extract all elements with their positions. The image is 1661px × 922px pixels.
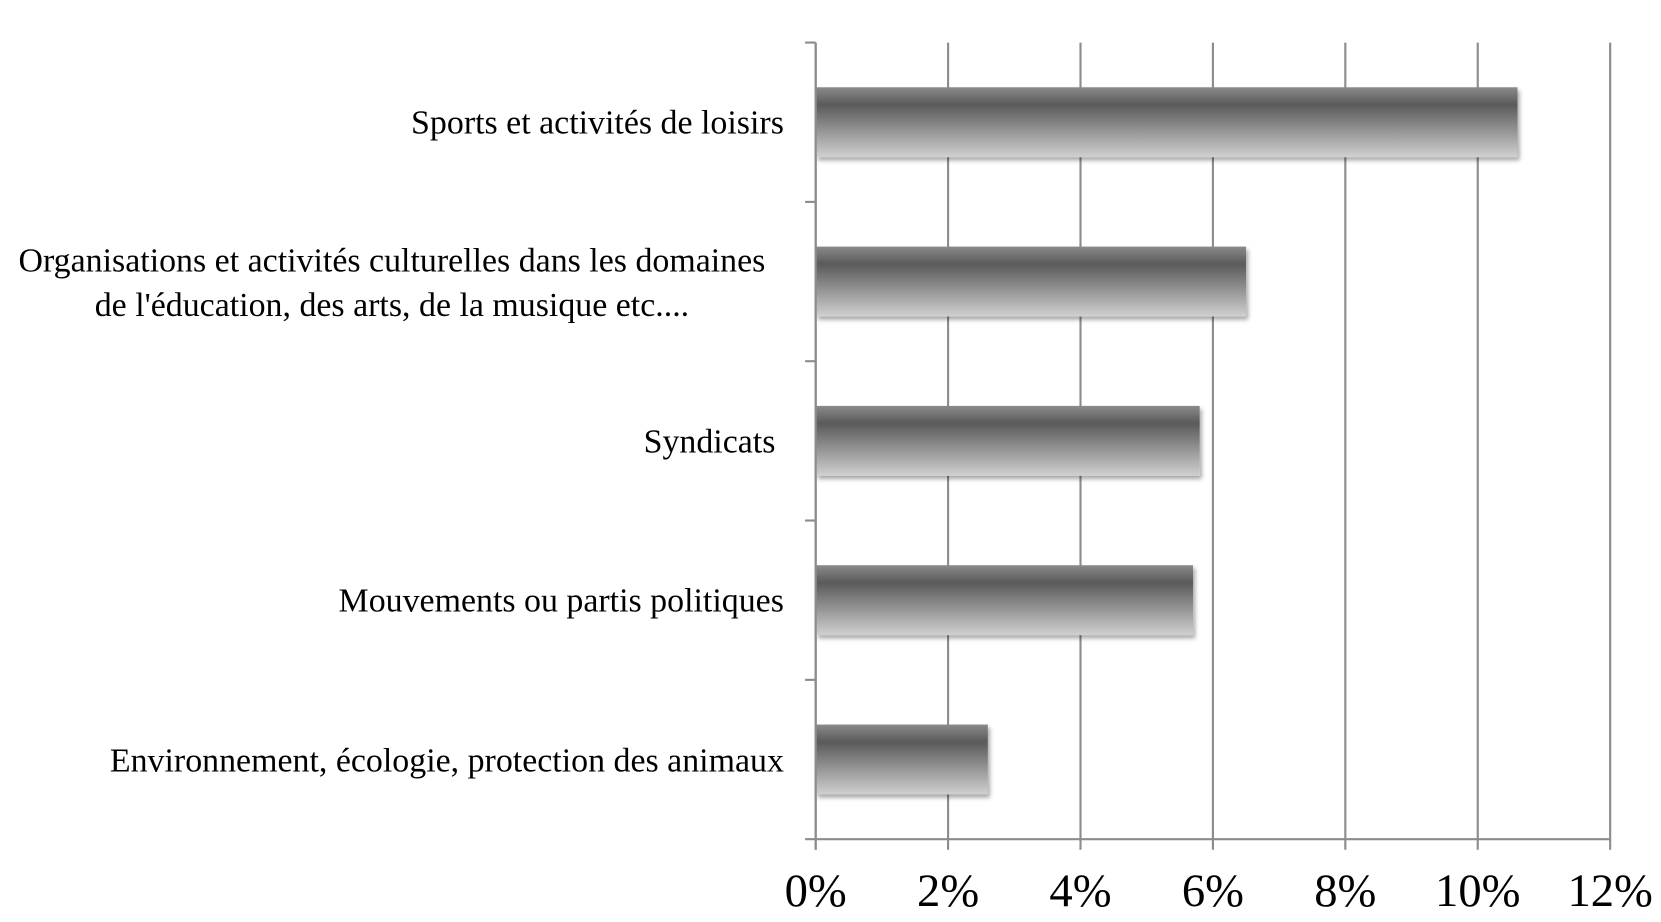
bar [815,724,988,795]
y-label-box: Syndicats [0,361,784,520]
y-tick-label: Syndicats [643,421,784,460]
y-tick-label: Mouvements ou partis politiques [338,581,784,620]
bar [815,87,1518,158]
x-tick-label: 6% [1182,865,1244,917]
x-tick-label: 4% [1049,865,1111,917]
y-tick-label: Environnement, écologie, protection des … [109,740,784,779]
y-label-box: Mouvements ou partis politiques [0,521,784,680]
y-label-box: Organisations et activités culturelles d… [0,202,784,361]
bar [815,565,1194,636]
y-label-box: Sports et activités de loisirs [0,43,784,202]
y-label-wrap: Environnement, écologie, protection des … [0,680,784,839]
y-tick-label: Sports et activités de loisirs [411,103,784,142]
y-label-wrap: Mouvements ou partis politiques [0,521,784,680]
y-label-wrap: Organisations et activités culturelles d… [0,202,784,361]
y-label-box: Environnement, écologie, protection des … [0,680,784,839]
y-tick-label: Organisations et activités culturelles d… [18,240,774,323]
x-tick-label: 2% [917,865,979,917]
x-tick-label: 0% [785,865,847,917]
y-label-wrap: Sports et activités de loisirs [0,43,784,202]
x-tick-label: 10% [1435,865,1520,917]
bar [815,405,1200,476]
bar [815,246,1247,317]
x-tick-label: 8% [1314,865,1376,917]
y-label-wrap: Syndicats [0,361,784,520]
x-tick-label: 12% [1567,865,1652,917]
